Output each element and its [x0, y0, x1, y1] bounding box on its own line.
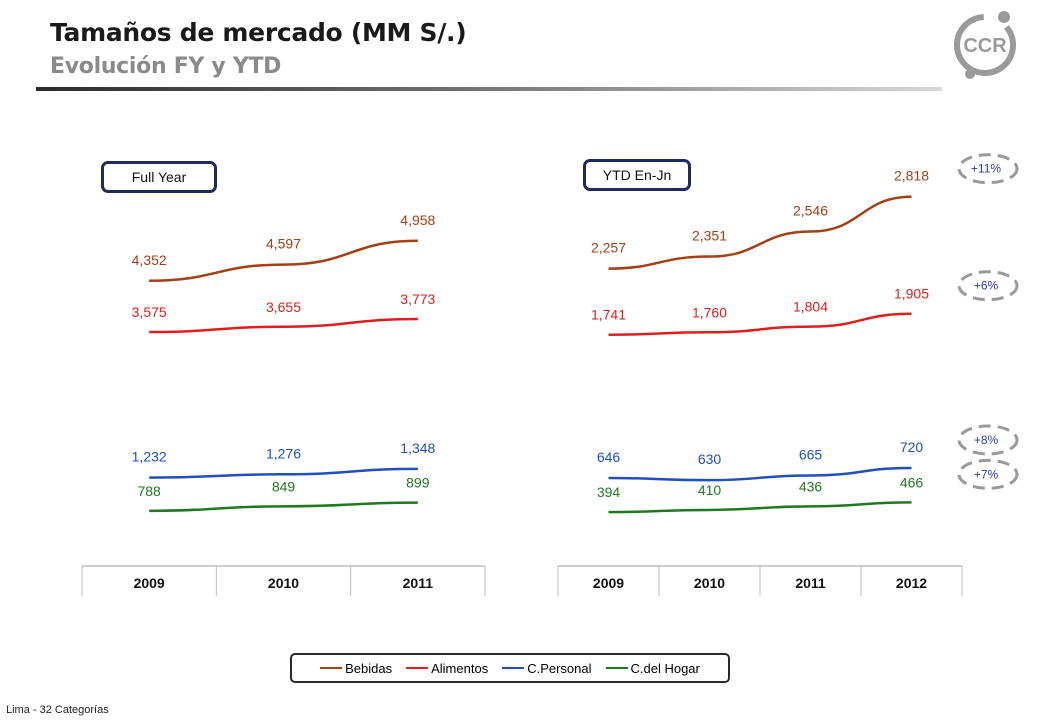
- legend-label-bebidas: Bebidas: [345, 660, 393, 676]
- fy-series-line-c-personal: [149, 467, 418, 479]
- ytd-series-line-bebidas: [608, 195, 912, 270]
- growth-callout-c-personal: [957, 424, 1019, 456]
- ytd-x-tick-label: 2012: [896, 575, 927, 591]
- growth-label-alimentos: +6%: [974, 279, 999, 293]
- legend-item-alimentos: Alimentos: [406, 661, 488, 676]
- fy-x-tick-label: 2011: [403, 575, 434, 591]
- footer-note: Lima - 32 Categorías: [6, 704, 109, 716]
- growth-label-c-del-hogar: +7%: [974, 467, 999, 481]
- ytd-data-label-bebidas: 2,818: [894, 168, 929, 184]
- title-underline: [36, 87, 942, 91]
- fy-data-label-c-del-hogar: 899: [406, 475, 430, 491]
- svg-text:CCR: CCR: [963, 35, 1007, 57]
- ytd-data-label-alimentos: 1,905: [894, 286, 929, 302]
- ytd-data-label-alimentos: 1,741: [591, 307, 626, 323]
- fy-data-label-c-del-hogar: 788: [137, 483, 161, 499]
- ytd-data-label-c-del-hogar: 394: [597, 484, 621, 500]
- ytd-tag: YTD En-Jn: [583, 159, 691, 191]
- chart-legend: Bebidas Alimentos C.Personal C.del Hogar: [290, 653, 730, 683]
- ytd-x-tick-label: 2010: [694, 575, 725, 591]
- fy-data-label-c-personal: 1,348: [400, 440, 435, 456]
- legend-swatch-bebidas: [320, 667, 343, 669]
- slide-title: Tamaños de mercado (MM S/.): [50, 18, 467, 47]
- fy-series-line-alimentos: [149, 317, 418, 334]
- fy-data-label-alimentos: 3,575: [132, 304, 167, 320]
- ytd-series-line-alimentos: [608, 312, 912, 336]
- growth-callout-bebidas: [957, 153, 1019, 185]
- full-year-tag: Full Year: [101, 161, 217, 193]
- legend-label-alimentos: Alimentos: [431, 660, 489, 676]
- legend-label-c-del-hogar: C.del Hogar: [630, 660, 700, 676]
- legend-label-c-personal: C.Personal: [527, 660, 592, 676]
- slide-subtitle: Evolución FY y YTD: [50, 54, 282, 79]
- growth-callout-alimentos: [957, 270, 1019, 302]
- legend-item-c-del-hogar: C.del Hogar: [605, 660, 700, 676]
- ytd-data-label-c-personal: 630: [698, 451, 722, 467]
- growth-label-bebidas: +11%: [971, 162, 1001, 176]
- ytd-data-label-c-personal: 720: [900, 439, 924, 455]
- ytd-data-label-c-personal: 665: [799, 446, 823, 462]
- fy-data-label-c-personal: 1,276: [266, 445, 301, 461]
- fy-x-tick-label: 2009: [134, 575, 165, 591]
- fy-data-label-bebidas: 4,597: [266, 236, 301, 252]
- fy-data-label-bebidas: 4,352: [132, 252, 167, 268]
- ytd-data-label-bebidas: 2,257: [591, 240, 626, 256]
- ytd-data-label-bebidas: 2,546: [793, 203, 828, 219]
- legend-swatch-alimentos: [406, 667, 429, 669]
- legend-item-c-personal: C.Personal: [502, 660, 592, 676]
- ytd-x-tick-label: 2009: [593, 575, 624, 591]
- ytd-data-label-alimentos: 1,760: [692, 304, 727, 320]
- growth-callout-c-del-hogar: [957, 458, 1019, 490]
- fy-series-line-c-del-hogar: [149, 501, 418, 513]
- fy-data-label-alimentos: 3,655: [266, 299, 301, 315]
- legend-swatch-c-del-hogar: [605, 667, 628, 669]
- fy-data-label-alimentos: 3,773: [400, 291, 435, 307]
- ytd-series-line-c-personal: [608, 466, 912, 482]
- ytd-data-label-alimentos: 1,804: [793, 299, 828, 315]
- ytd-data-label-c-del-hogar: 436: [799, 478, 823, 494]
- fy-data-label-c-personal: 1,232: [132, 449, 167, 465]
- fy-data-label-bebidas: 4,958: [400, 212, 435, 228]
- fy-data-label-c-del-hogar: 849: [272, 478, 296, 494]
- ytd-data-label-c-del-hogar: 466: [900, 474, 924, 490]
- ccr-logo: CCR: [954, 11, 1016, 79]
- ytd-data-label-c-del-hogar: 410: [698, 482, 722, 498]
- growth-label-c-personal: +8%: [974, 433, 999, 447]
- ytd-data-label-bebidas: 2,351: [692, 228, 727, 244]
- ytd-series-line-c-del-hogar: [608, 501, 912, 514]
- fy-x-tick-label: 2010: [268, 575, 299, 591]
- legend-swatch-c-personal: [502, 667, 525, 669]
- ytd-data-label-c-personal: 646: [597, 449, 621, 465]
- fy-series-line-bebidas: [149, 239, 418, 283]
- legend-item-bebidas: Bebidas: [320, 661, 392, 676]
- ytd-x-tick-label: 2011: [795, 575, 826, 591]
